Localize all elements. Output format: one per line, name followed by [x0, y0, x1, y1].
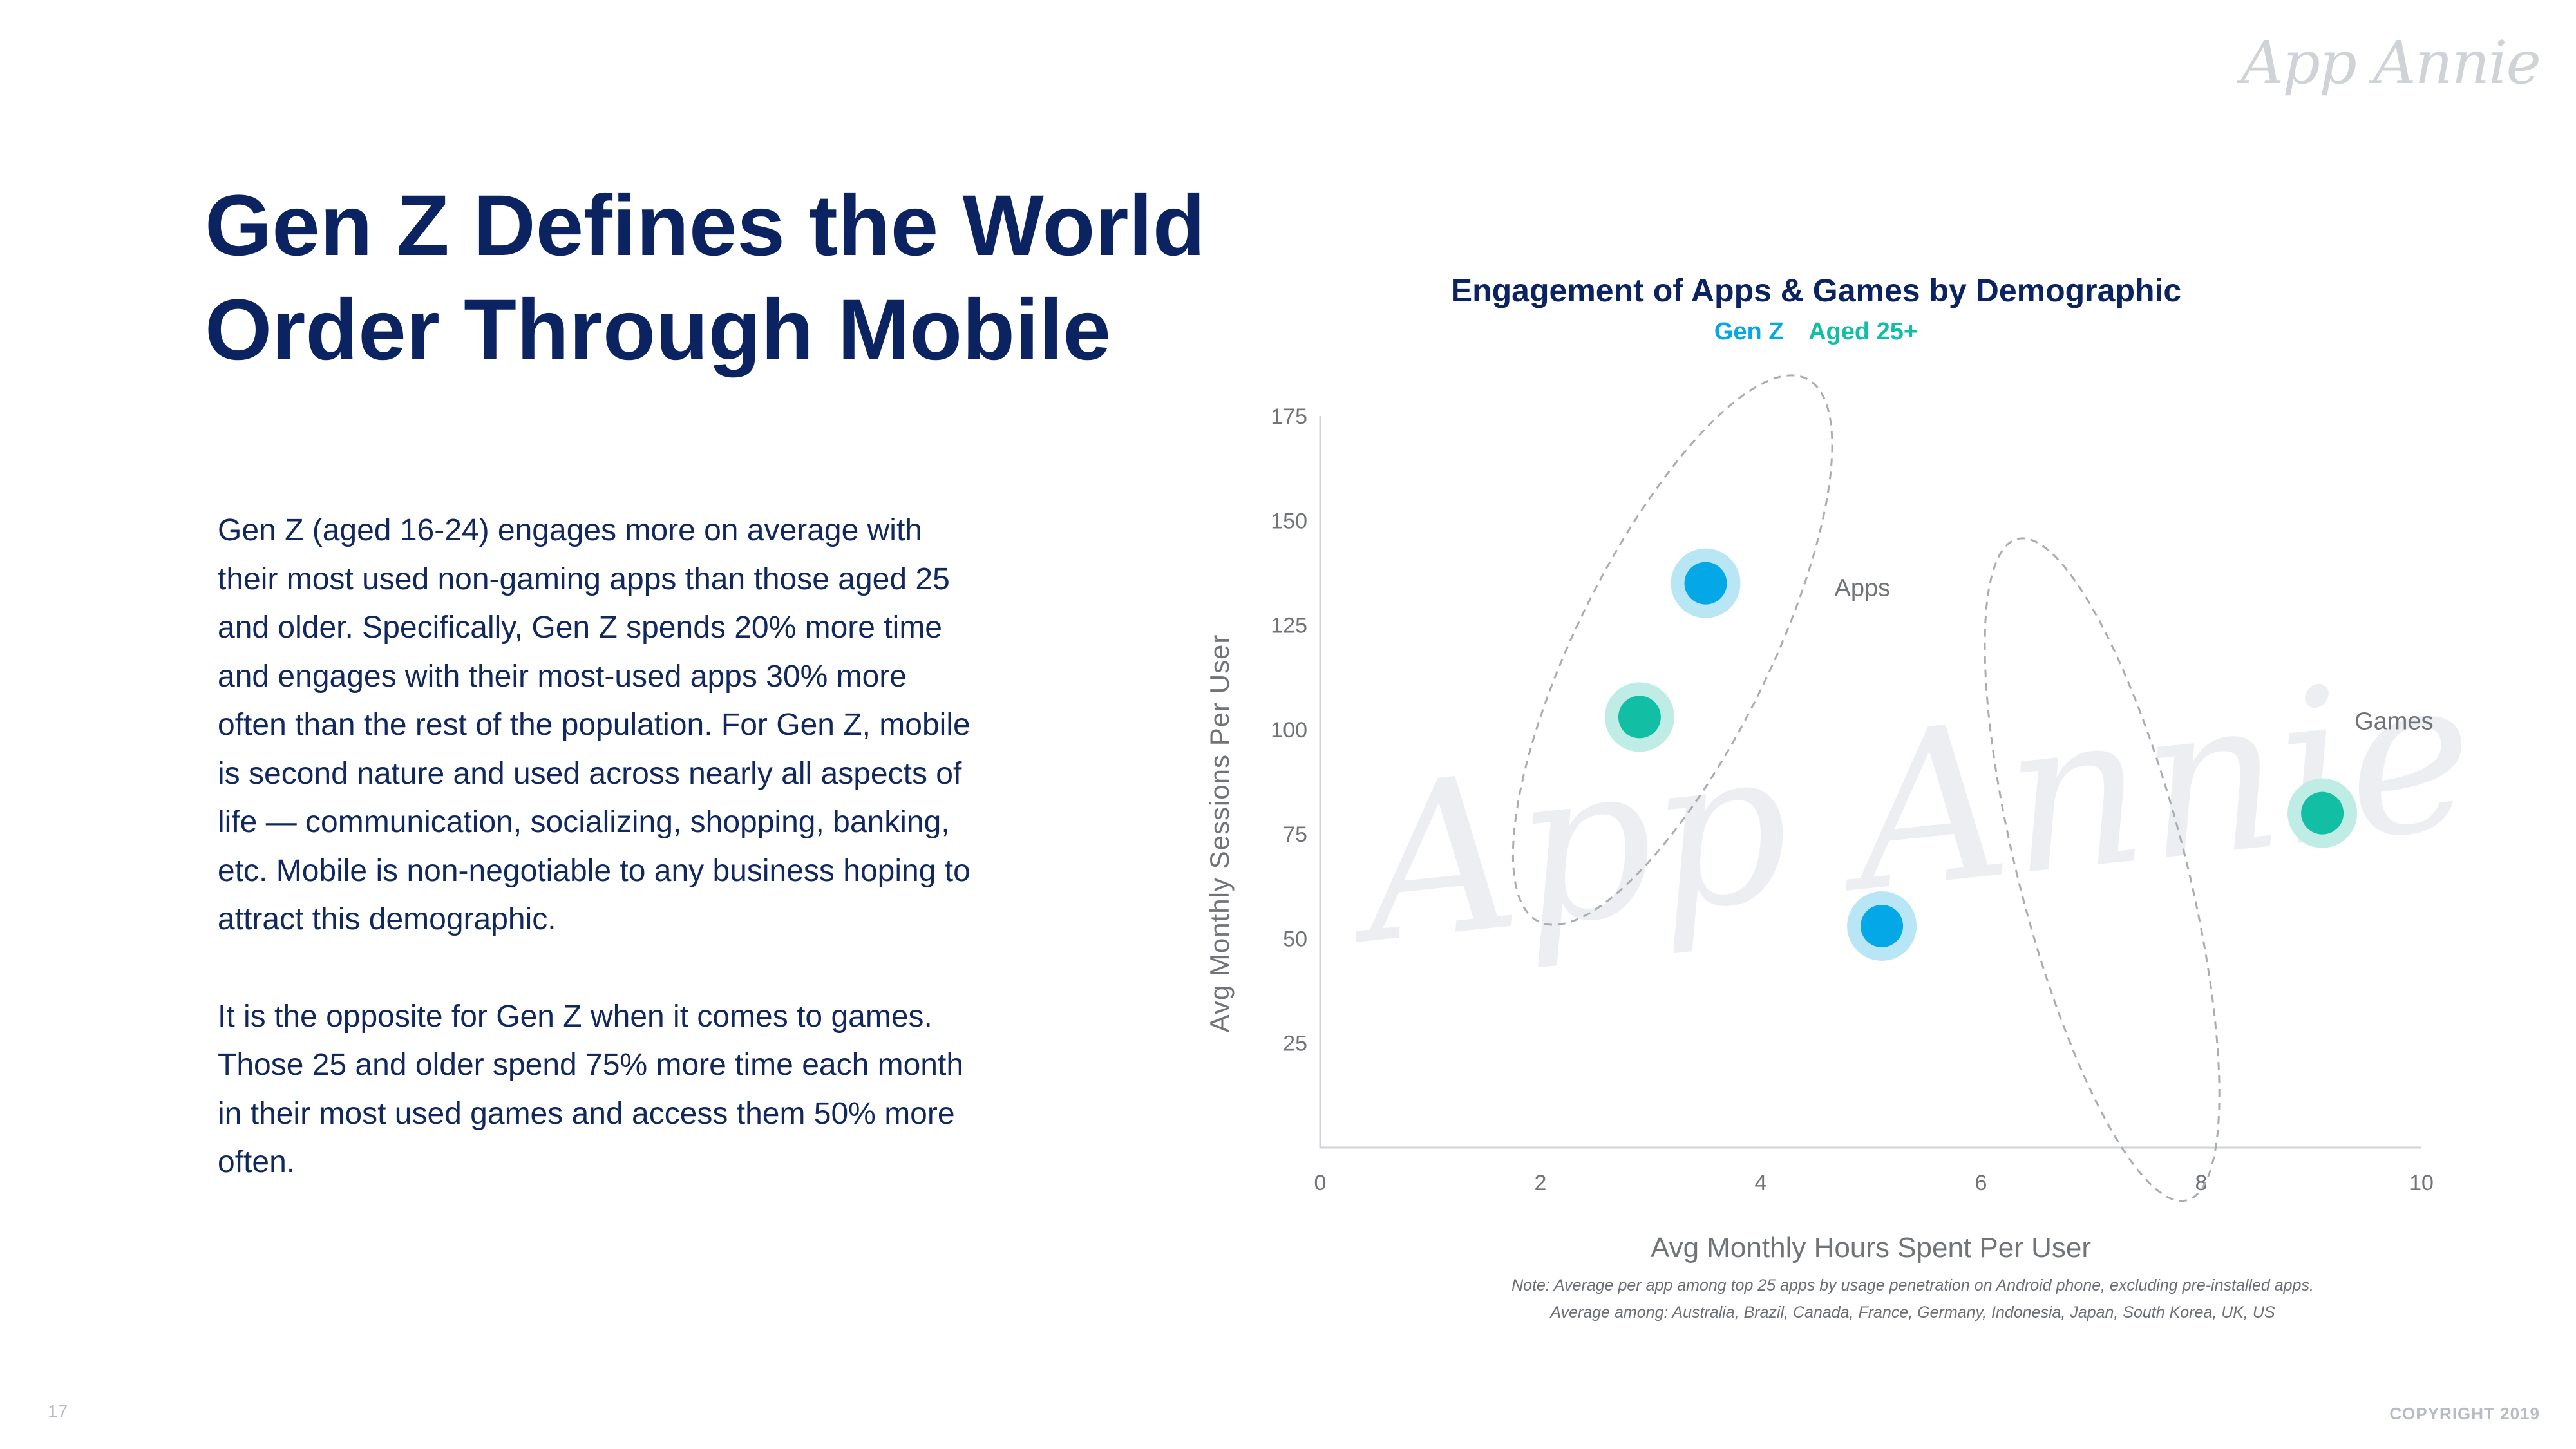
page-number: 17: [48, 1401, 68, 1421]
title-line-1: Gen Z Defines the World: [205, 178, 1206, 274]
x-tick-label: 4: [1755, 1171, 1767, 1195]
y-tick-label: 100: [1271, 718, 1307, 743]
y-tick-label: 50: [1283, 927, 1307, 951]
y-tick-label: 125: [1271, 614, 1307, 638]
point-gen-z-games: [1861, 904, 1904, 947]
page-title: Gen Z Defines the World Order Through Mo…: [205, 174, 1300, 383]
group-label-games: Games: [2354, 708, 2433, 735]
paragraph-apps: Gen Z (aged 16-24) engages more on avera…: [218, 513, 971, 936]
group-label-apps: Apps: [1835, 575, 1891, 602]
x-tick-label: 6: [1975, 1171, 1987, 1195]
point-gen-z-apps: [1684, 562, 1727, 605]
y-axis-label: Avg Monthly Sessions Per User: [1204, 634, 1235, 1033]
x-axis-label: Avg Monthly Hours Spent Per User: [1651, 1232, 2091, 1264]
body-text: Gen Z (aged 16-24) engages more on avera…: [218, 506, 978, 1235]
legend-gen-z: Gen Z: [1714, 318, 1784, 345]
legend-aged-25: Aged 25+: [1808, 318, 1918, 345]
y-tick-label: 175: [1271, 404, 1307, 429]
chart-legend: Gen Z Aged 25+: [1153, 318, 2479, 346]
y-tick-label: 25: [1283, 1032, 1307, 1056]
x-tick-label: 8: [2195, 1171, 2208, 1195]
paragraph-games: It is the opposite for Gen Z when it com…: [218, 999, 964, 1180]
engagement-chart: Engagement of Apps & Games by Demographi…: [1153, 251, 2479, 1359]
title-line-2: Order Through Mobile: [205, 282, 1111, 378]
group-outline-apps: [1511, 374, 1833, 926]
x-tick-label: 2: [1535, 1171, 1547, 1195]
point-aged-25-games: [2301, 791, 2344, 835]
y-tick-label: 75: [1283, 822, 1307, 847]
point-aged-25-apps: [1618, 696, 1661, 739]
chart-note: Note: Average per app among top 25 apps …: [1511, 1276, 2314, 1321]
x-tick-label: 10: [2409, 1171, 2434, 1195]
copyright: COPYRIGHT 2019: [2389, 1404, 2540, 1423]
chart-title: Engagement of Apps & Games by Demographi…: [1450, 272, 2182, 308]
app-annie-logo: App Annie: [2240, 28, 2541, 97]
y-tick-label: 150: [1271, 509, 1307, 533]
group-outline-games: [1984, 537, 2221, 1202]
x-tick-label: 0: [1314, 1171, 1327, 1195]
